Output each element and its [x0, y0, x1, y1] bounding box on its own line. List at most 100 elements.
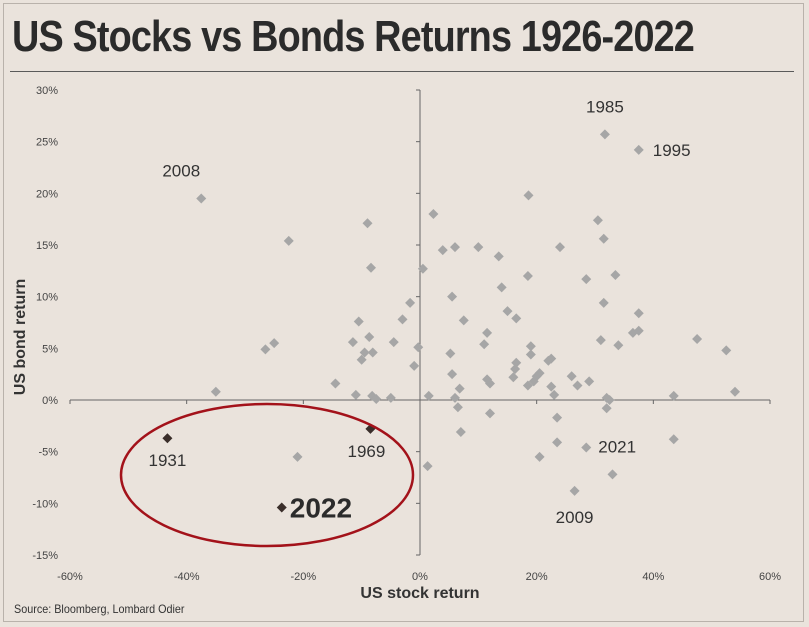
- data-point: [371, 393, 382, 404]
- data-point: [604, 395, 615, 405]
- data-point: [260, 344, 271, 355]
- data-point: [569, 485, 580, 496]
- data-point: [330, 378, 341, 389]
- data-point: [269, 338, 280, 349]
- x-tick-label: -20%: [290, 571, 316, 583]
- data-point: [405, 297, 416, 308]
- data-point: [668, 434, 679, 445]
- y-tick-label: 15%: [36, 240, 58, 252]
- data-point: [522, 271, 533, 281]
- highlight-point-2022: [276, 502, 287, 513]
- source-note: Source: Bloomberg, Lombard Odier: [14, 602, 185, 616]
- data-point: [730, 386, 740, 397]
- x-axis-label: US stock return: [360, 585, 479, 602]
- data-point: [525, 349, 536, 360]
- data-point: [292, 451, 303, 462]
- data-point: [598, 233, 609, 244]
- annotation-1931: 1931: [149, 451, 187, 470]
- data-point: [510, 364, 521, 374]
- chart-title: US Stocks vs Bonds Returns 1926-2022: [12, 12, 695, 61]
- data-point: [485, 408, 495, 419]
- data-point: [534, 368, 545, 379]
- title-divider: [10, 71, 794, 72]
- data-point: [546, 381, 557, 392]
- y-tick-label: 5%: [42, 343, 58, 355]
- data-point: [496, 282, 507, 293]
- data-point: [210, 386, 221, 397]
- data-point: [364, 331, 375, 342]
- data-point: [592, 215, 603, 226]
- y-tick-label: 30%: [36, 85, 58, 97]
- data-point: [422, 461, 433, 472]
- data-points: [196, 129, 740, 496]
- data-point: [196, 193, 207, 204]
- annotation-1995: 1995: [653, 141, 691, 160]
- data-point: [445, 348, 456, 359]
- data-point: [584, 376, 595, 387]
- y-tick-label: -15%: [32, 550, 58, 562]
- data-point: [450, 242, 460, 253]
- annotation-2009: 2009: [556, 508, 594, 527]
- data-point: [385, 392, 396, 403]
- data-point: [473, 242, 484, 253]
- data-point: [450, 392, 460, 403]
- data-point: [613, 340, 624, 351]
- data-point: [549, 389, 560, 400]
- data-point: [534, 451, 545, 462]
- y-tick-label: 10%: [36, 292, 58, 304]
- data-point: [359, 347, 370, 358]
- annotation-2008: 2008: [162, 162, 200, 181]
- data-point: [566, 371, 577, 382]
- highlight-ellipse: [119, 402, 415, 548]
- data-point: [353, 316, 364, 327]
- data-point: [555, 242, 565, 253]
- data-point: [601, 403, 612, 414]
- data-point: [479, 339, 490, 350]
- data-point: [397, 314, 408, 325]
- y-tick-label: 25%: [36, 137, 58, 149]
- data-point: [523, 190, 534, 201]
- data-point: [455, 427, 466, 438]
- data-point: [428, 209, 439, 219]
- data-point: [417, 263, 428, 274]
- data-point: [581, 442, 592, 453]
- x-tick-label: 20%: [526, 571, 548, 583]
- x-tick-label: -60%: [57, 571, 83, 583]
- data-point: [350, 389, 361, 400]
- data-point: [692, 334, 703, 345]
- data-point: [458, 315, 469, 326]
- data-point: [508, 372, 519, 383]
- data-point: [511, 313, 522, 324]
- data-point: [437, 245, 448, 256]
- data-point: [525, 341, 536, 352]
- data-point: [388, 337, 399, 348]
- data-point: [413, 342, 424, 353]
- x-tick-label: 0%: [412, 571, 428, 583]
- point-annotations: 2008 1985 1995 2021 2009 1931 1969 2022: [149, 97, 691, 527]
- x-tick-label: 60%: [759, 571, 781, 583]
- annotation-2022: 2022: [290, 492, 352, 523]
- chart-frame: [3, 3, 804, 622]
- y-tick-label: 20%: [36, 188, 58, 200]
- data-point: [366, 262, 376, 273]
- data-point: [668, 390, 679, 401]
- x-tick-label: 40%: [642, 571, 664, 583]
- data-point: [493, 251, 504, 262]
- x-tick-label: -40%: [174, 571, 200, 583]
- y-tick-label: -5%: [38, 447, 58, 459]
- data-point: [502, 306, 513, 317]
- annotation-2021: 2021: [598, 438, 636, 457]
- annotation-1969: 1969: [348, 442, 386, 461]
- data-point: [552, 437, 563, 448]
- data-point: [423, 390, 434, 401]
- data-point: [485, 378, 495, 389]
- data-point: [552, 412, 563, 423]
- data-point: [362, 218, 373, 229]
- data-point: [546, 353, 557, 364]
- data-point: [482, 327, 493, 338]
- data-point: [367, 347, 378, 358]
- axes: [69, 89, 771, 556]
- annotation-1985: 1985: [586, 97, 624, 116]
- tick-labels: -60% -40% -20% 0% 20% 40% 60% -15% -10% -5% 0% 5% 10…: [32, 85, 781, 583]
